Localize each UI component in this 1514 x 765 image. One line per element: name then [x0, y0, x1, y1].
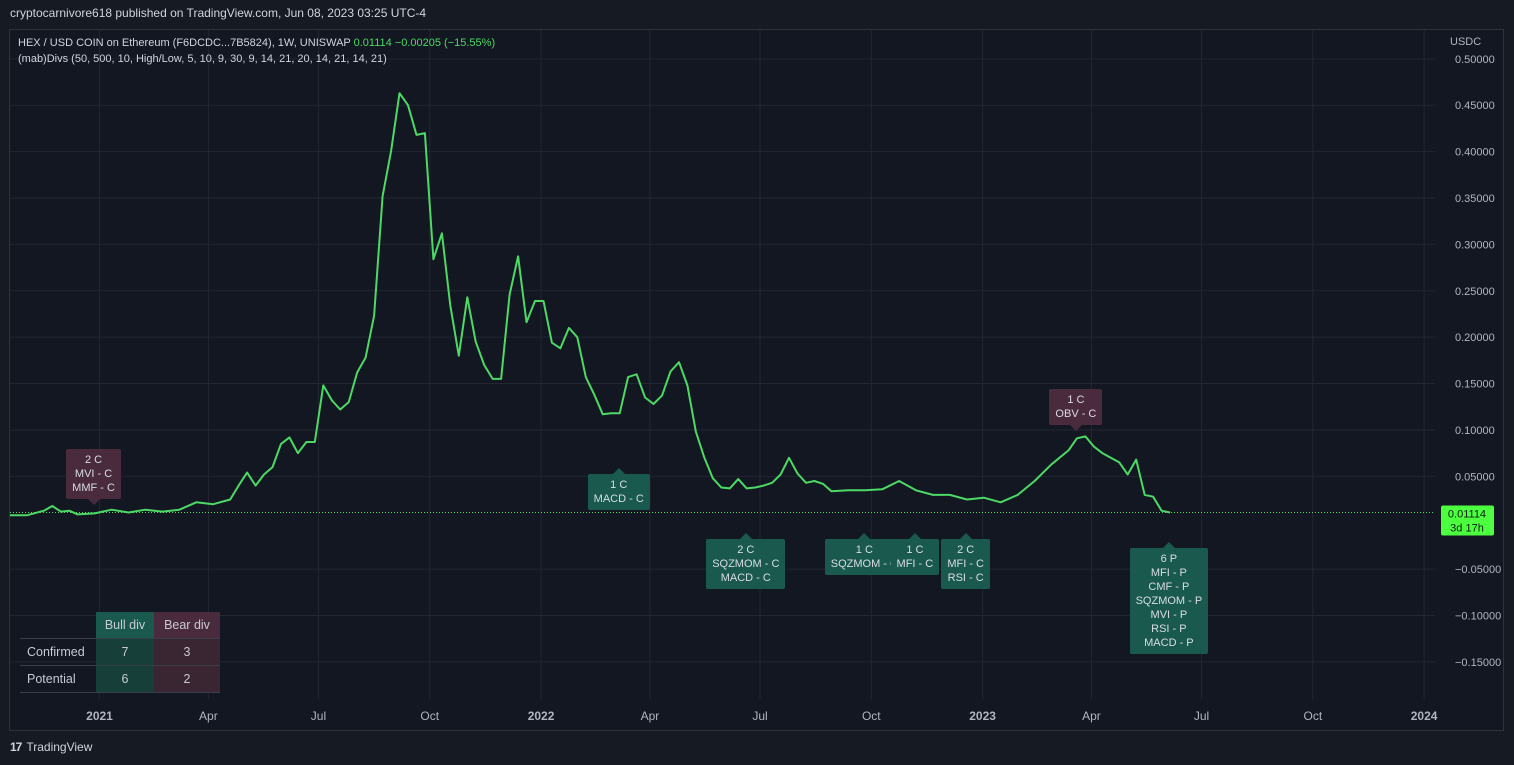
signal-line: MACD - C — [720, 572, 771, 584]
x-tick-label: 2024 — [1411, 709, 1438, 723]
grid-lines — [10, 30, 1435, 699]
y-tick-label: 0.20000 — [1455, 332, 1495, 344]
signal-line: 1 C — [855, 544, 873, 556]
bear-count: 2 — [154, 665, 220, 693]
signal-line: MACD - P — [1144, 637, 1194, 650]
y-tick-label: −0.05000 — [1455, 564, 1501, 576]
price-label-countdown: 3d 17h — [1450, 523, 1484, 535]
y-tick-label: −0.15000 — [1455, 657, 1501, 669]
y-tick-label: 0.35000 — [1455, 193, 1495, 205]
tradingview-logo-icon: 17 — [10, 740, 22, 754]
tradingview-brand[interactable]: 17 TradingView — [10, 740, 92, 754]
bull-count: 7 — [96, 638, 154, 666]
y-tick-label: 0.45000 — [1455, 100, 1495, 112]
bull-divergence-label: 2 C SQZMOM - C MACD - C — [706, 533, 786, 589]
bear-count: 3 — [154, 638, 220, 666]
y-tick-label: 0.50000 — [1455, 54, 1495, 66]
signal-line: SQZMOM - P — [1135, 595, 1203, 608]
table-header-row: Bull div Bear div — [20, 612, 220, 639]
signal-line: SQZMOM - C — [830, 558, 898, 570]
table-header-empty — [20, 612, 96, 639]
symbol-line: HEX / USD COIN on Ethereum (F6DCDC...7B5… — [18, 35, 495, 51]
bull-divergence-label: 1 C MACD - C — [587, 468, 650, 511]
bear-divergence-label: 1 C OBV - C — [1049, 389, 1103, 432]
bull-divergence-label: 6 P MFI - P CMF - P SQZMOM - P MVI - P RSI - … — [1129, 542, 1209, 655]
publisher-caption: cryptocarnivore618 published on TradingV… — [10, 6, 427, 20]
x-axis[interactable]: 2021 Apr Jul Oct 2022 Apr Jul Oct 2023 Apr Jul Oct 2… — [86, 709, 1438, 723]
y-tick-label: −0.10000 — [1455, 611, 1501, 623]
price-chart[interactable]: 0.50000 0.45000 0.40000 0.35000 0.30000 0.250… — [10, 30, 1503, 730]
row-label: Potential — [20, 665, 96, 693]
row-label: Confirmed — [20, 638, 96, 666]
x-tick-label: Apr — [199, 709, 218, 723]
chart-legend: HEX / USD COIN on Ethereum (F6DCDC...7B5… — [18, 35, 495, 67]
signal-line: MMF - C — [72, 481, 115, 494]
signal-line: MFI - C — [947, 558, 985, 570]
bull-count: 6 — [96, 665, 154, 693]
bull-divergence-label: 2 C MFI - C RSI - C — [941, 533, 991, 589]
signal-line: 2 C — [84, 453, 103, 466]
table-row: Potential 6 2 — [20, 665, 220, 693]
table-row: Confirmed 7 3 — [20, 638, 220, 666]
signal-line: 2 C — [957, 544, 975, 556]
price-series — [10, 92, 1171, 517]
x-tick-label: 2021 — [86, 709, 113, 723]
bear-divergence-label: 2 C MVI - C MMF - C — [66, 448, 121, 505]
x-tick-label: Jul — [752, 709, 767, 723]
bull-divergence-label: 1 C MFI - C — [890, 533, 940, 575]
signal-line: MFI - C — [896, 558, 934, 570]
signal-line: 1 C — [1067, 394, 1085, 407]
signal-line: 1 C — [610, 479, 628, 492]
signal-line: 1 C — [906, 544, 924, 556]
x-tick-label: Jul — [1194, 709, 1209, 723]
y-tick-label: 0.15000 — [1455, 379, 1495, 391]
price-label-value: 0.01114 — [1448, 509, 1486, 521]
signal-line: MVI - P — [1150, 609, 1188, 622]
y-tick-label: 0.25000 — [1455, 286, 1495, 298]
signal-line: MACD - C — [593, 493, 644, 506]
signal-line: RSI - C — [947, 572, 984, 584]
x-tick-label: Apr — [641, 709, 660, 723]
signal-line: MVI - C — [74, 467, 113, 480]
last-value: 0.01114 — [353, 37, 392, 49]
x-tick-label: Oct — [420, 709, 439, 723]
signal-line: 6 P — [1160, 553, 1178, 566]
signal-line: RSI - P — [1151, 623, 1187, 636]
change-value: −0.00205 (−15.55%) — [394, 37, 496, 49]
symbol-title[interactable]: HEX / USD COIN on Ethereum (F6DCDC...7B5… — [18, 37, 351, 49]
y-tick-label: 0.30000 — [1455, 239, 1495, 251]
brand-label: TradingView — [26, 740, 93, 754]
y-tick-label: 0.05000 — [1455, 471, 1495, 483]
y-tick-label: 0.10000 — [1455, 425, 1495, 437]
x-tick-label: Oct — [1303, 709, 1322, 723]
signal-line: CMF - P — [1148, 581, 1190, 594]
signal-line: OBV - C — [1055, 408, 1097, 421]
x-tick-label: 2022 — [528, 709, 555, 723]
x-tick-label: Jul — [311, 709, 326, 723]
indicator-title[interactable]: (mab)Divs (50, 500, 10, High/Low, 5, 10,… — [18, 53, 387, 65]
chart-frame[interactable]: 0.50000 0.45000 0.40000 0.35000 0.30000 0.250… — [9, 29, 1504, 731]
signal-line: 2 C — [737, 544, 755, 556]
price-line — [10, 92, 1171, 517]
table-header-bull: Bull div — [96, 612, 154, 639]
price-label-box — [1441, 505, 1494, 536]
y-axis-unit: USDC — [1450, 36, 1481, 48]
x-tick-label: 2023 — [969, 709, 996, 723]
x-tick-label: Apr — [1082, 709, 1101, 723]
y-tick-label: 0.40000 — [1455, 147, 1495, 159]
divergence-table: Bull div Bear div Confirmed 7 3 Potentia… — [20, 612, 220, 693]
signal-line: SQZMOM - C — [712, 558, 780, 570]
y-axis[interactable]: 0.50000 0.45000 0.40000 0.35000 0.30000 0.250… — [1441, 36, 1501, 669]
signal-line: MFI - P — [1150, 567, 1187, 580]
table-header-bear: Bear div — [154, 612, 220, 639]
x-tick-label: Oct — [862, 709, 881, 723]
